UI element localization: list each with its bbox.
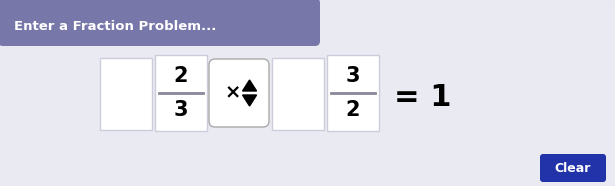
Text: 3: 3 — [346, 65, 360, 86]
FancyBboxPatch shape — [209, 59, 269, 127]
FancyBboxPatch shape — [100, 58, 152, 130]
FancyBboxPatch shape — [290, 3, 320, 41]
FancyBboxPatch shape — [0, 0, 320, 46]
Text: 2: 2 — [174, 65, 188, 86]
Text: Enter a Fraction Problem...: Enter a Fraction Problem... — [14, 20, 216, 33]
FancyBboxPatch shape — [327, 55, 379, 131]
Text: = 1: = 1 — [394, 83, 451, 111]
Polygon shape — [242, 95, 256, 106]
Text: Clear: Clear — [555, 161, 591, 174]
Polygon shape — [242, 80, 256, 91]
Text: 2: 2 — [346, 100, 360, 121]
FancyBboxPatch shape — [155, 55, 207, 131]
FancyBboxPatch shape — [272, 58, 324, 130]
Text: ×: × — [225, 84, 242, 102]
FancyBboxPatch shape — [540, 154, 606, 182]
Text: 3: 3 — [174, 100, 188, 121]
